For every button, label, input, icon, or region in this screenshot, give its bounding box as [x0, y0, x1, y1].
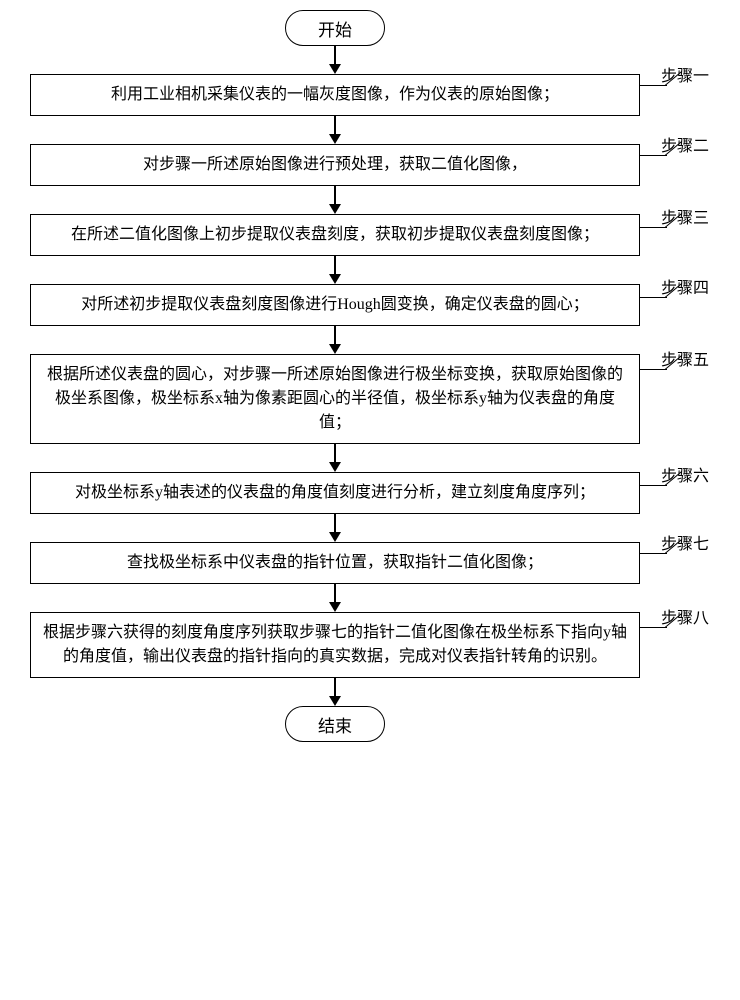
arrow: [30, 584, 640, 612]
process-step-1: 利用工业相机采集仪表的一幅灰度图像，作为仪表的原始图像； 步骤一: [30, 74, 640, 116]
step-text: 对所述初步提取仪表盘刻度图像进行Hough圆变换，确定仪表盘的圆心；: [81, 296, 589, 313]
step-label: 步骤七: [661, 533, 709, 557]
process-step-5: 根据所述仪表盘的圆心，对步骤一所述原始图像进行极坐标变换，获取原始图像的极坐系图…: [30, 354, 640, 444]
process-step-4: 对所述初步提取仪表盘刻度图像进行Hough圆变换，确定仪表盘的圆心； 步骤四: [30, 284, 640, 326]
step-text: 在所述二值化图像上初步提取仪表盘刻度，获取初步提取仪表盘刻度图像；: [71, 226, 599, 243]
step-label: 步骤六: [661, 465, 709, 489]
step-text: 利用工业相机采集仪表的一幅灰度图像，作为仪表的原始图像；: [111, 86, 559, 103]
step-text: 根据所述仪表盘的圆心，对步骤一所述原始图像进行极坐标变换，获取原始图像的极坐系图…: [47, 366, 623, 431]
start-terminal: 开始: [285, 10, 385, 46]
step-label: 步骤一: [661, 65, 709, 89]
start-label: 开始: [318, 16, 352, 41]
step-label: 步骤五: [661, 349, 709, 373]
arrow: [30, 256, 640, 284]
arrow: [30, 678, 640, 706]
step-text: 对步骤一所述原始图像进行预处理，获取二值化图像，: [143, 156, 527, 173]
flowchart-container: 开始 利用工业相机采集仪表的一幅灰度图像，作为仪表的原始图像； 步骤一 对步骤一…: [30, 10, 710, 742]
step-text: 查找极坐标系中仪表盘的指针位置，获取指针二值化图像；: [127, 554, 543, 571]
end-terminal: 结束: [285, 706, 385, 742]
arrow: [30, 514, 640, 542]
process-step-3: 在所述二值化图像上初步提取仪表盘刻度，获取初步提取仪表盘刻度图像； 步骤三: [30, 214, 640, 256]
step-label: 步骤四: [661, 277, 709, 301]
step-text: 对极坐标系y轴表述的仪表盘的角度值刻度进行分析，建立刻度角度序列；: [75, 484, 595, 501]
arrow: [30, 444, 640, 472]
arrow: [30, 46, 640, 74]
arrow: [30, 116, 640, 144]
process-step-2: 对步骤一所述原始图像进行预处理，获取二值化图像， 步骤二: [30, 144, 640, 186]
arrow: [30, 326, 640, 354]
process-step-7: 查找极坐标系中仪表盘的指针位置，获取指针二值化图像； 步骤七: [30, 542, 640, 584]
step-label: 步骤三: [661, 207, 709, 231]
step-label: 步骤八: [661, 607, 709, 631]
step-label: 步骤二: [661, 135, 709, 159]
step-text: 根据步骤六获得的刻度角度序列获取步骤七的指针二值化图像在极坐标系下指向y轴的角度…: [43, 624, 627, 665]
process-step-8: 根据步骤六获得的刻度角度序列获取步骤七的指针二值化图像在极坐标系下指向y轴的角度…: [30, 612, 640, 678]
process-step-6: 对极坐标系y轴表述的仪表盘的角度值刻度进行分析，建立刻度角度序列； 步骤六: [30, 472, 640, 514]
end-label: 结束: [318, 712, 352, 737]
arrow: [30, 186, 640, 214]
